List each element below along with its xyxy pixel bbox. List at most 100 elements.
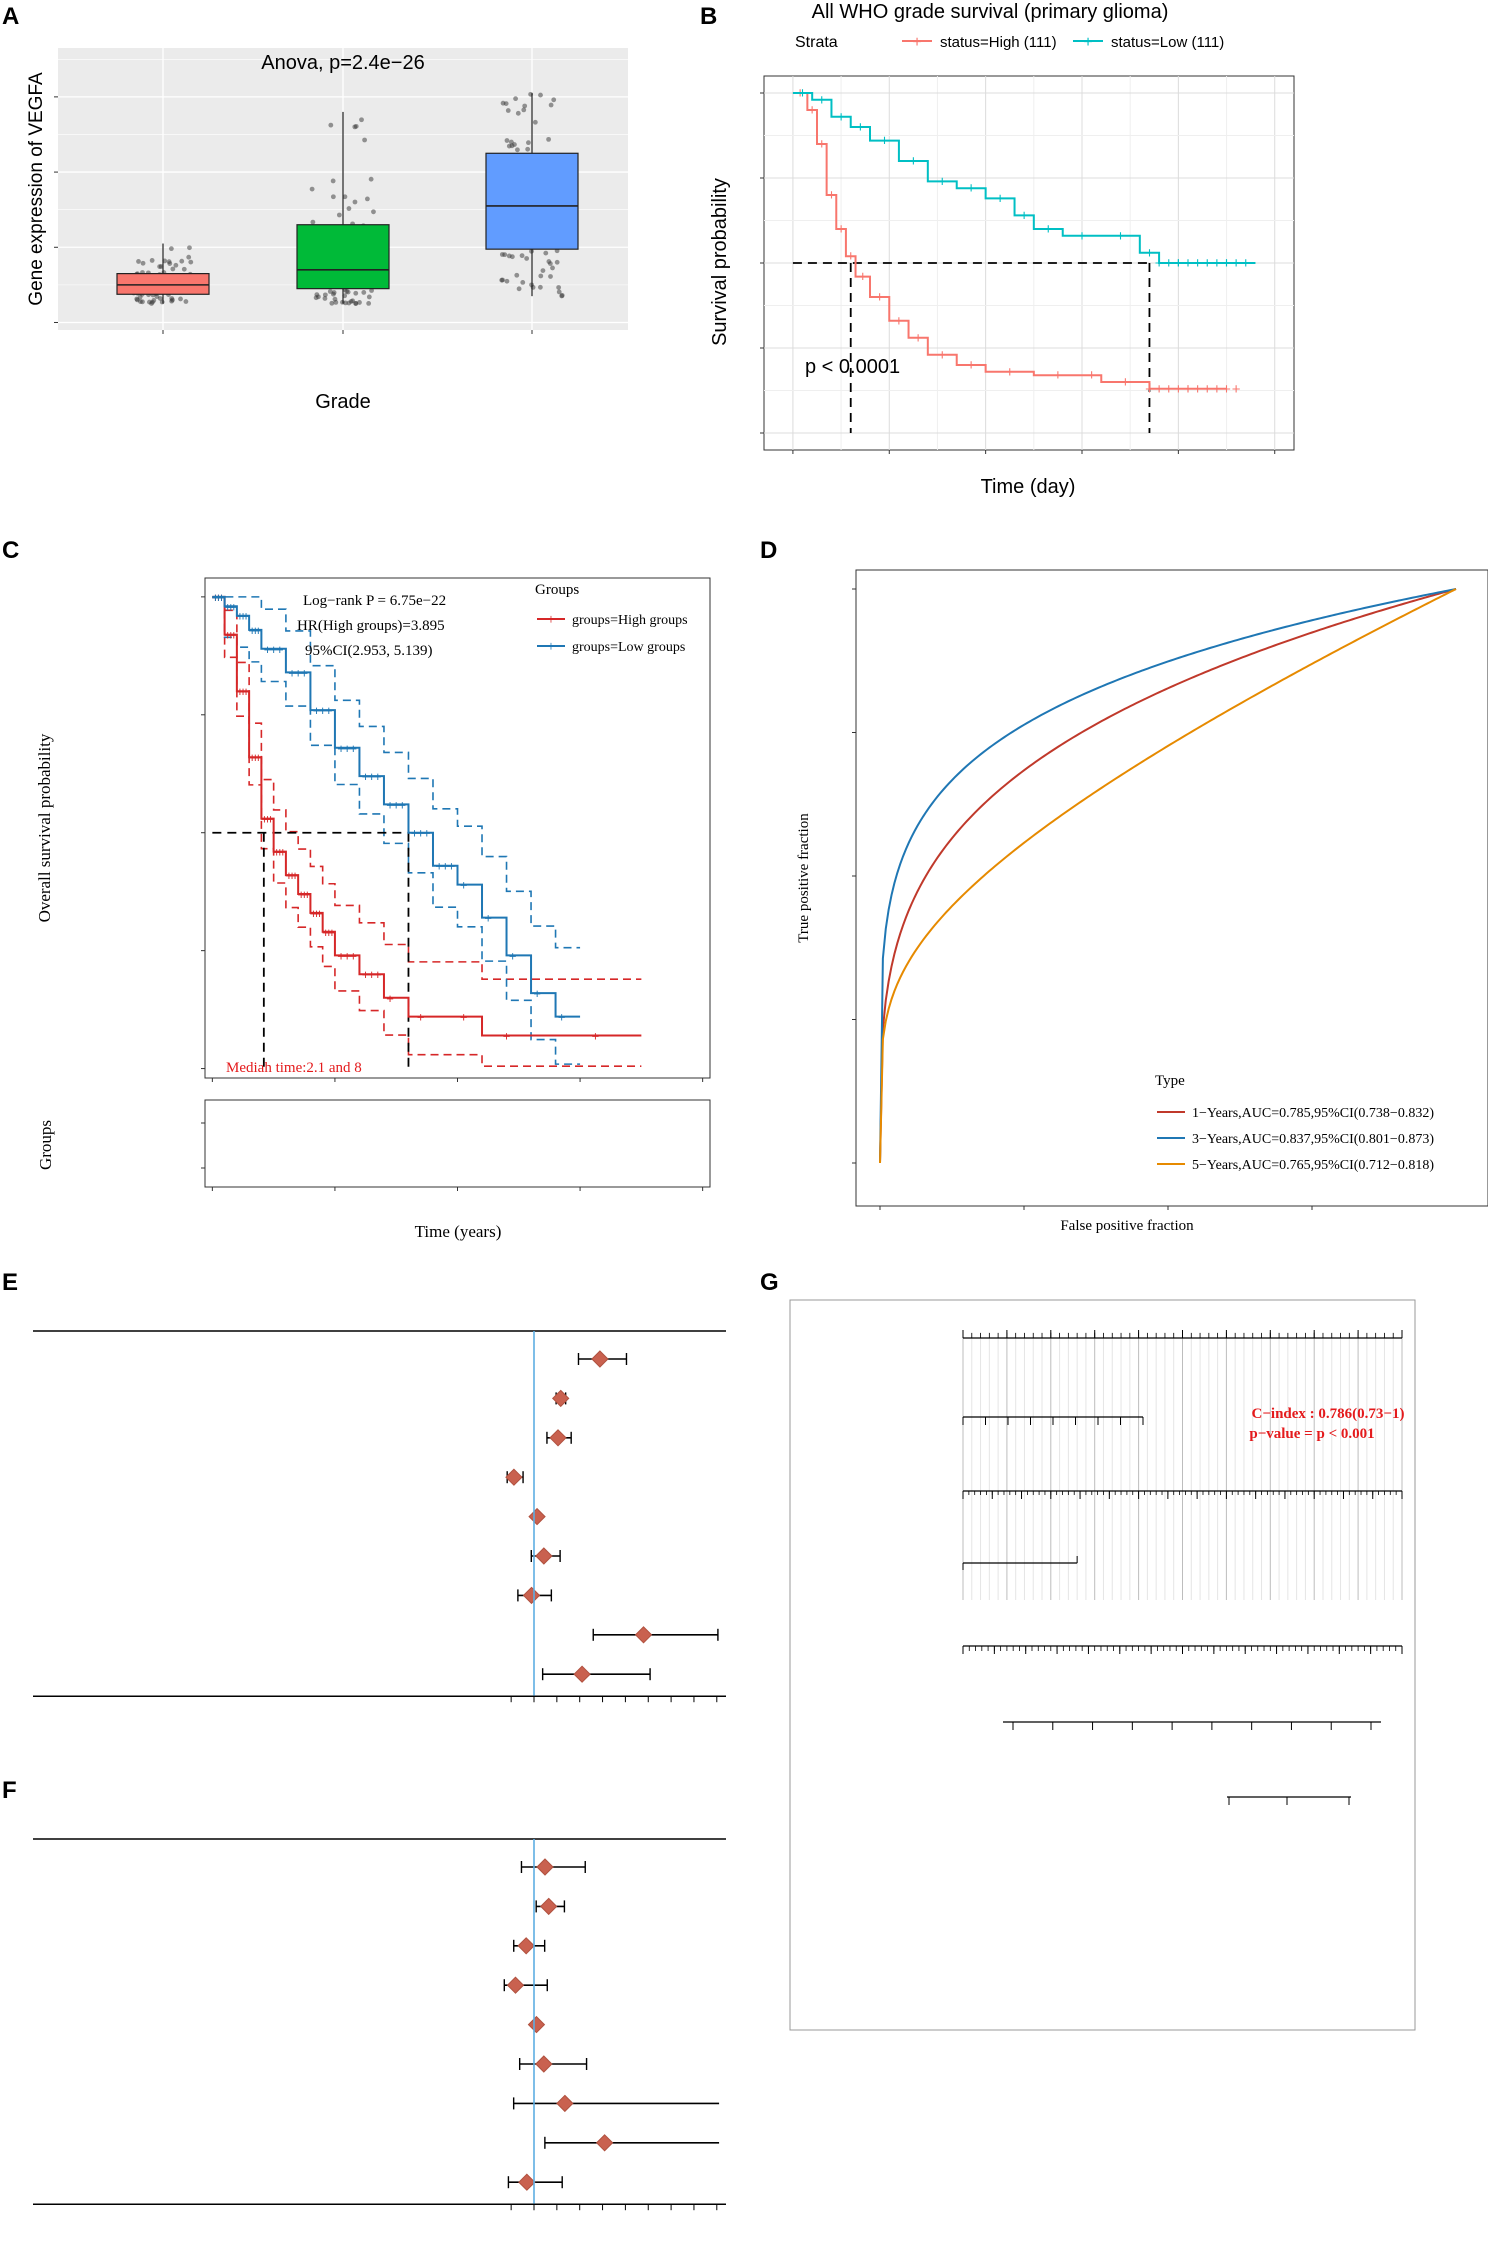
x-ticks-b [792, 450, 1276, 454]
y-axis-label-a: Gene expression of VEGFA [26, 72, 47, 306]
censor-mark: + [270, 642, 278, 657]
jitter-point [538, 273, 544, 279]
y-ticks-d [852, 588, 856, 1164]
censor-mark: + [558, 1010, 566, 1025]
censor-mark: + [310, 906, 318, 921]
censor-mark: + [1044, 221, 1053, 238]
roc-curve-1y [879, 588, 1457, 1164]
roc-curve-5y [879, 588, 1457, 1164]
jitter-point [514, 272, 520, 278]
anova-title: Anova, p=2.4e−26 [261, 52, 424, 74]
legend-high-b: status=High (111) [940, 34, 1057, 51]
jitter-point [140, 299, 145, 305]
censor-mark: + [251, 750, 259, 765]
censor-mark: + [1054, 367, 1063, 384]
jitter-point [554, 259, 560, 265]
jitter-point [516, 286, 522, 292]
hr-diamond [506, 1976, 525, 1994]
censor-mark: + [337, 948, 345, 963]
jitter-point [509, 254, 515, 260]
jitter-point [371, 209, 376, 215]
censor-mark: + [1164, 381, 1173, 398]
censor-mark: + [837, 221, 846, 238]
jitter-point [366, 300, 372, 306]
censor-mark: + [392, 797, 400, 812]
jitter-point [556, 285, 562, 290]
censor-mark: + [1184, 381, 1193, 398]
jitter-point [551, 97, 557, 103]
jitter-point [504, 138, 510, 143]
jitter-point [546, 259, 552, 264]
boxplots-a [116, 93, 579, 304]
logrank-c: Log−rank P = 6.75e−22 [303, 593, 446, 609]
censor-mark: + [1174, 381, 1183, 398]
jitter-point [520, 279, 526, 285]
censor-mark: + [242, 609, 250, 624]
hr-diamond [595, 2134, 614, 2152]
jitter-point [186, 254, 192, 260]
jitter-point [530, 284, 536, 290]
median-time-c: Mediah time:2.1 and 8 [226, 1060, 362, 1076]
censor-mark: + [276, 642, 284, 657]
censor-mark: + [386, 991, 394, 1006]
censor-mark: + [592, 1029, 600, 1044]
jitter-point [314, 292, 320, 298]
hr-diamond [634, 1626, 653, 1644]
censor-mark: + [1164, 255, 1173, 272]
censor-mark: + [251, 623, 259, 638]
jitter-point [330, 194, 336, 200]
legend-marker-high-c: + [547, 612, 555, 628]
jitter-point [532, 119, 538, 125]
censor-mark: + [1184, 381, 1193, 398]
jitter-point [352, 199, 358, 205]
jitter-point [170, 297, 175, 303]
hr-diamond [536, 1858, 554, 1876]
jitter-point [309, 186, 315, 192]
x-ticks-a [162, 330, 533, 334]
censor-mark: + [533, 986, 541, 1001]
legend-1y-d: 1−Years,AUC=0.785,95%CI(0.738−0.832) [1192, 1106, 1434, 1121]
censor-mark: + [484, 911, 492, 926]
jitter-point [524, 256, 530, 261]
jitter-point [369, 288, 374, 293]
jitter-point [187, 245, 192, 251]
nomogram-frame [789, 1299, 1416, 2031]
censor-mark: + [909, 153, 918, 170]
hr-diamond [527, 2015, 546, 2034]
censor-mark: + [328, 925, 336, 940]
censor-mark: + [1222, 255, 1231, 272]
panel-c: C ++++++++++++++++++++++++++++++++++++++… [2, 537, 711, 1241]
jitter-point [521, 107, 527, 113]
km-curve-low-b [792, 92, 1256, 264]
censor-mark: + [291, 868, 299, 883]
censor-mark: + [362, 967, 370, 982]
hr-diamond [528, 1507, 546, 1526]
censor-mark: + [368, 967, 376, 982]
censor-mark: + [1174, 255, 1183, 272]
x-axis-label-a: Grade [315, 391, 371, 413]
censor-mark: + [343, 948, 351, 963]
censor-mark: + [337, 741, 345, 756]
censor-mark: + [255, 623, 263, 638]
censor-mark: + [1145, 245, 1154, 262]
panel-e: E [2, 1269, 726, 1703]
censor-mark: + [230, 599, 238, 614]
censor-mark: + [914, 330, 923, 347]
box-3 [485, 152, 579, 250]
censor-mark: + [996, 190, 1005, 207]
censor-mark: + [1222, 255, 1231, 272]
jitter-point [559, 293, 565, 298]
censor-mark: + [448, 859, 456, 874]
jitter-point [368, 176, 374, 182]
km-curves-b: ++++++++++++ + + + + ++ ++++++ ++++ + +++ ++++++++… [792, 85, 1256, 433]
hr-diamond [552, 1389, 570, 1408]
censor-mark: + [273, 845, 281, 860]
jitter-point [158, 264, 164, 269]
censor-mark: + [1121, 374, 1130, 391]
jitter-point [136, 259, 141, 264]
jitter-point [322, 292, 328, 298]
jitter-point [137, 294, 143, 300]
panel-label-b: B [700, 3, 717, 30]
jitter-point [359, 117, 364, 123]
risk-table-frame [204, 1099, 711, 1188]
